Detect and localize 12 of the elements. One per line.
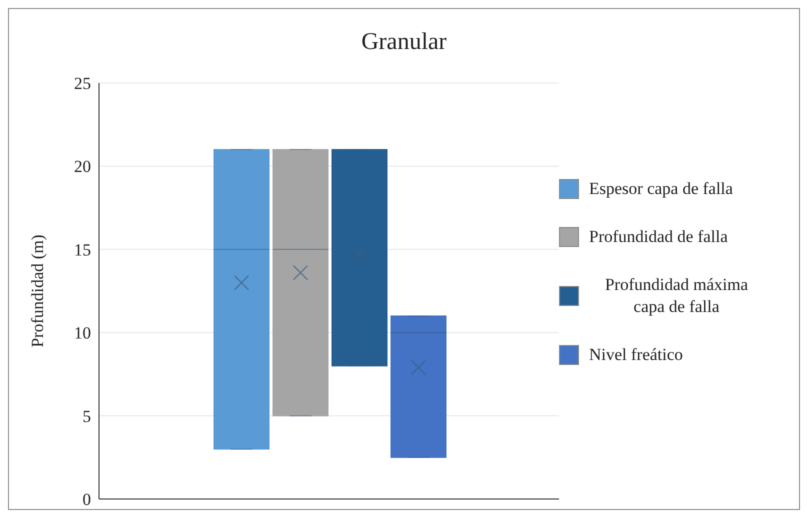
legend-label: Profundidad de falla <box>589 226 728 248</box>
y-tick-label: 10 <box>74 324 91 343</box>
legend-label: Profundidad máxima capa de falla <box>604 274 750 318</box>
y-tick-label: 0 <box>82 490 91 510</box>
legend-label: Nivel freático <box>589 344 683 366</box>
y-axis-title: Profundidad (m) <box>28 234 48 348</box>
y-tick-label: 20 <box>74 157 91 176</box>
y-tick-label: 25 <box>74 74 91 94</box>
y-tick-label: 5 <box>82 406 91 426</box>
chart-title: Granular <box>360 29 448 57</box>
y-tick-label: 15 <box>74 240 91 260</box>
legend-label: Espesor capa de falla <box>589 178 733 200</box>
